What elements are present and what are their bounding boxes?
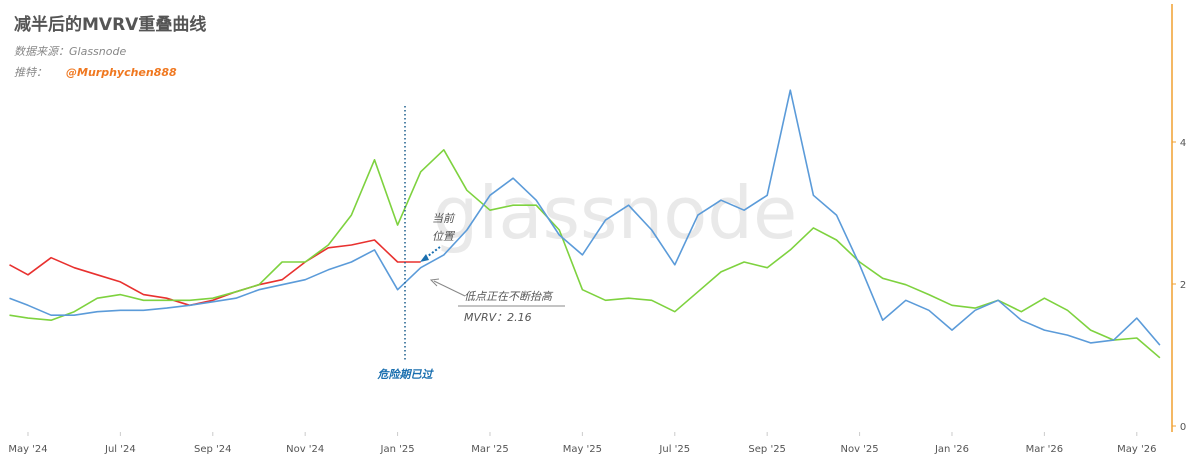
chart-title: 减半后的MVRV重叠曲线 — [14, 14, 206, 35]
current-label: 位置 — [432, 230, 456, 243]
source: 数据来源：Glassnode — [14, 45, 126, 58]
x-tick-label: Jul '24 — [104, 444, 136, 455]
lows-arrow — [433, 280, 466, 297]
lows-arrow-head — [429, 278, 440, 287]
y-tick-label: 2 — [1180, 280, 1186, 291]
x-tick-label: Sep '25 — [748, 444, 786, 455]
twitter-handle: @Murphychen888 — [66, 66, 177, 79]
danger-label: 危险期已过 — [377, 368, 435, 381]
lows-label: 低点正在不断抬高 — [464, 290, 554, 303]
x-tick-label: May '26 — [1117, 444, 1156, 455]
series-line — [9, 89, 1161, 346]
x-tick-label: Nov '25 — [840, 444, 878, 455]
watermark: glassnode — [433, 171, 798, 255]
x-tick-label: Mar '26 — [1026, 444, 1064, 455]
y-tick-label: 4 — [1180, 138, 1186, 149]
x-tick-label: Sep '24 — [194, 444, 232, 455]
y-tick-label: 0 — [1180, 422, 1186, 433]
x-tick-label: Jan '26 — [934, 444, 969, 455]
current-label: 当前 — [432, 212, 456, 225]
current-arrow-head — [420, 254, 429, 262]
series-line — [9, 239, 421, 307]
x-tick-label: Jan '25 — [380, 444, 415, 455]
x-tick-label: Mar '25 — [471, 444, 509, 455]
x-tick-label: May '24 — [8, 444, 47, 455]
series-line — [9, 149, 1161, 359]
x-tick-label: Jul '25 — [658, 444, 690, 455]
x-tick-label: Nov '24 — [286, 444, 324, 455]
mvrv-label: MVRV：2.16 — [464, 311, 532, 324]
x-tick-label: May '25 — [563, 444, 602, 455]
twitter-label: 推特： — [14, 66, 47, 79]
plot: 0 2 4 May '24 Jul '24 Sep '24 Nov '24 Jan '25 Ma… — [8, 4, 1186, 455]
